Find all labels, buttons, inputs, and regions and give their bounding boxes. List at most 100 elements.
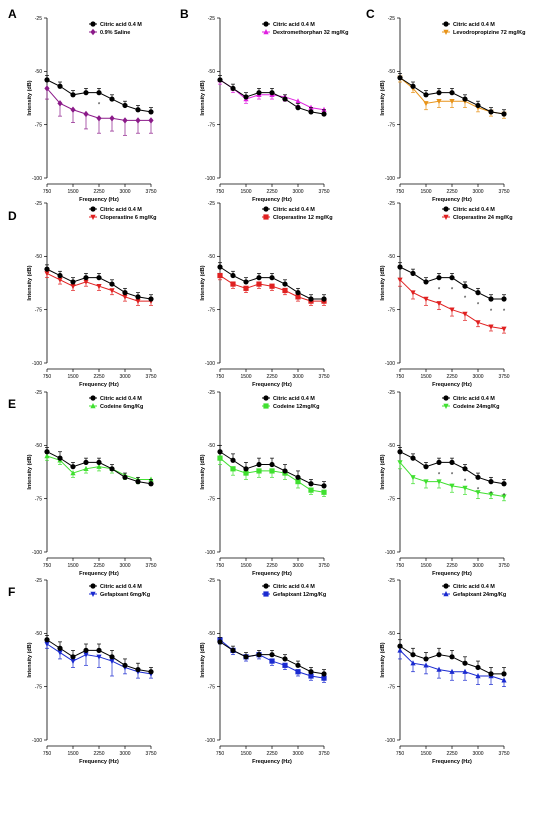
data-point: [423, 296, 429, 302]
chart-panel: -25 -50 -75 -100 750 1500 2250 3000 3750 Frequenc…: [380, 578, 510, 765]
x-tick-label: 3000: [472, 189, 483, 195]
data-point: [397, 75, 403, 81]
data-point: [230, 85, 236, 91]
data-point: [321, 483, 327, 489]
data-point: [269, 468, 275, 474]
legend-entry: 0.9% Saline: [100, 30, 130, 36]
y-axis-label: Intensity (dB): [27, 642, 33, 677]
x-tick-label: 3750: [145, 563, 156, 569]
data-point: [410, 652, 416, 658]
data-point: [57, 272, 63, 279]
legend-entry: Citric acid 0.4 M: [273, 396, 315, 402]
legend-entry: Cloperastine 6 mg/Kg: [100, 215, 157, 221]
data-point: [263, 206, 269, 212]
legend-entry: Citric acid 0.4 M: [453, 22, 495, 28]
x-tick-label: 750: [43, 563, 52, 569]
y-tick-label: -100: [32, 361, 42, 367]
data-point: [230, 647, 236, 654]
legend-entry: Gefapixant 12mg/Kg: [273, 592, 326, 598]
x-axis-label: Frequency (Hz): [252, 197, 292, 203]
data-series: [397, 277, 507, 334]
chart-panel: -25 -50 -75 -100 750 1500 2250 3000 3750 Frequenc…: [27, 16, 157, 203]
data-point: [410, 455, 416, 461]
data-point: [443, 214, 449, 220]
y-tick-label: -50: [35, 69, 42, 75]
x-tick-label: 3000: [119, 563, 130, 569]
data-point: [256, 90, 262, 96]
legend-entry: Citric acid 0.4 M: [453, 396, 495, 402]
data-point: [462, 311, 468, 317]
data-point: [90, 583, 96, 589]
data-series: [397, 73, 507, 117]
x-tick-label: 3750: [318, 374, 329, 380]
data-point: [321, 489, 327, 495]
legend-entry: Dextromethorphan 32 mg/Kg: [273, 30, 348, 36]
x-tick-label: 1500: [67, 563, 78, 569]
data-point: [488, 492, 494, 498]
data-point: [96, 284, 102, 290]
data-point: [269, 652, 275, 658]
significance-star: *: [464, 479, 467, 485]
data-point: [70, 464, 76, 470]
data-point: [449, 483, 455, 489]
y-tick-label: -25: [388, 578, 395, 584]
data-point: [263, 21, 269, 27]
data-point: [83, 90, 89, 96]
data-point: [122, 474, 128, 480]
x-tick-label: 1500: [67, 374, 78, 380]
data-point: [83, 459, 89, 465]
y-tick-label: -25: [35, 16, 42, 22]
data-series: [217, 272, 327, 306]
legend-entry: Gefapixant 6mg/Kg: [100, 592, 150, 598]
significance-star: *: [438, 288, 441, 294]
data-point: [462, 283, 468, 289]
significance-star: *: [451, 472, 454, 478]
data-point: [122, 294, 128, 300]
data-series: [217, 455, 327, 497]
data-point: [96, 115, 102, 122]
x-tick-label: 3000: [119, 751, 130, 757]
panel-letter: C: [366, 7, 375, 21]
legend-entry: Citric acid 0.4 M: [273, 207, 315, 213]
data-point: [282, 662, 288, 668]
data-point: [449, 275, 455, 281]
y-tick-label: -25: [35, 201, 42, 207]
data-point: [501, 494, 507, 500]
y-tick-label: -50: [35, 631, 42, 637]
x-tick-label: 750: [396, 751, 405, 757]
y-tick-label: -100: [32, 550, 42, 556]
x-axis-label: Frequency (Hz): [432, 382, 472, 388]
x-tick-label: 2250: [446, 189, 457, 195]
data-point: [449, 99, 455, 105]
y-tick-label: -25: [208, 201, 215, 207]
legend-entry: Citric acid 0.4 M: [100, 396, 142, 402]
y-tick-label: -50: [35, 443, 42, 449]
data-point: [295, 294, 301, 300]
y-tick-label: -100: [32, 738, 42, 744]
data-point: [90, 395, 96, 401]
data-point: [475, 474, 481, 480]
data-point: [44, 641, 50, 647]
y-axis-label: Intensity (dB): [380, 80, 386, 115]
legend-entry: Citric acid 0.4 M: [453, 207, 495, 213]
data-point: [308, 109, 314, 115]
y-axis-label: Intensity (dB): [27, 454, 33, 489]
x-tick-label: 750: [396, 374, 405, 380]
data-series: [44, 635, 154, 675]
data-point: [135, 479, 141, 485]
data-point: [44, 637, 50, 643]
data-point: [263, 214, 269, 220]
x-tick-label: 2250: [266, 563, 277, 569]
y-axis-label: Intensity (dB): [200, 265, 206, 300]
data-point: [90, 206, 96, 212]
data-point: [90, 403, 96, 409]
data-point: [282, 287, 288, 294]
data-point: [488, 109, 494, 115]
y-tick-label: -100: [205, 176, 215, 182]
data-point: [44, 77, 50, 83]
y-tick-label: -100: [32, 176, 42, 182]
data-point: [96, 459, 102, 465]
data-point: [501, 677, 507, 683]
data-point: [475, 290, 481, 296]
data-point: [83, 647, 89, 654]
